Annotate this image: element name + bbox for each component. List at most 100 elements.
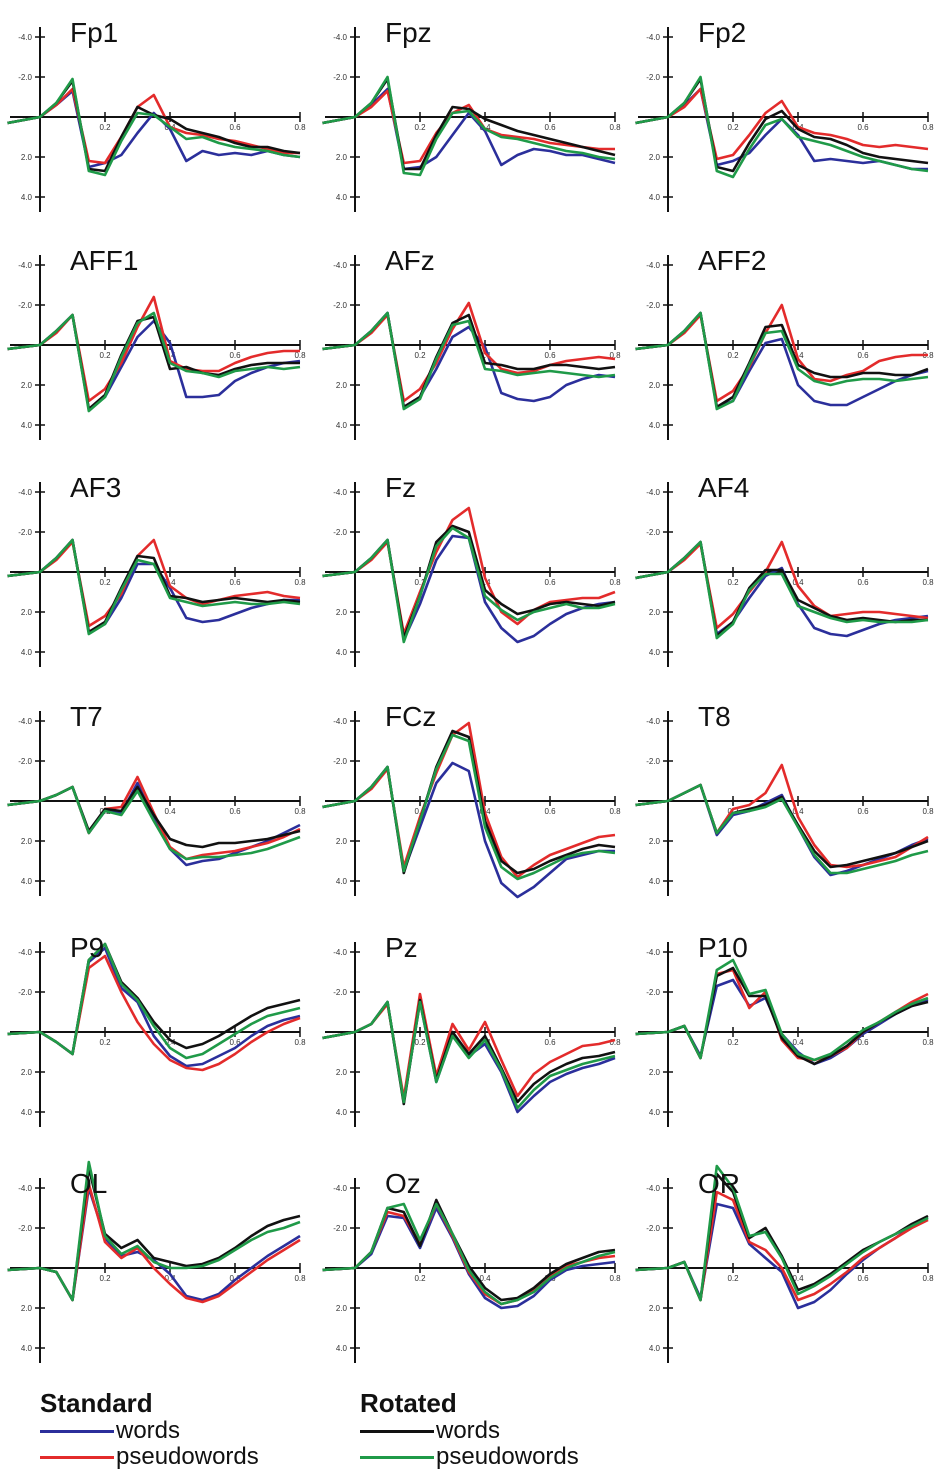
series-line-fz-1 (322, 506, 616, 636)
y-tick-label-p10: -4.0 (646, 948, 660, 957)
y-tick-label-pz: -4.0 (333, 948, 347, 957)
x-tick-label-p9: 0.2 (99, 1038, 111, 1047)
x-tick-label-p10: 0.6 (857, 1038, 869, 1047)
y-tick-label-aff2: -2.0 (646, 301, 660, 310)
y-tick-label-fpz: -2.0 (333, 73, 347, 82)
channel-label-aff1: AFF1 (70, 245, 138, 276)
legend-standard: Standard words pseudowords (40, 1388, 259, 1470)
x-tick-label-fp1: 0.6 (229, 123, 241, 132)
x-tick-label-ol: 0.8 (294, 1274, 306, 1283)
panel-af3: -4.0 -2.0 2.0 4.0 0.2 0.4 0.6 0.8 AF3 (7, 472, 306, 667)
y-tick-label-p10: 4.0 (649, 1108, 661, 1117)
panel-t8: -4.0 -2.0 2.0 4.0 0.2 0.4 0.6 0.8 T8 (635, 701, 934, 896)
series-line-fp1-3 (7, 77, 301, 177)
series-line-or-1 (635, 1190, 929, 1302)
series-line-fz-0 (322, 534, 616, 644)
y-tick-label-aff2: -4.0 (646, 261, 660, 270)
channel-label-aff2: AFF2 (698, 245, 766, 276)
y-tick-label-pz: -2.0 (333, 988, 347, 997)
x-tick-label-aff1: 0.4 (164, 351, 176, 360)
y-tick-label-afz: -4.0 (333, 261, 347, 270)
y-tick-label-p9: 2.0 (21, 1068, 33, 1077)
series-line-aff2-3 (635, 311, 929, 411)
y-tick-label-fp1: 2.0 (21, 153, 33, 162)
x-tick-label-fz: 0.6 (544, 578, 556, 587)
x-tick-label-aff1: 0.6 (229, 351, 241, 360)
y-tick-label-or: 4.0 (649, 1344, 661, 1353)
channel-label-pz: Pz (385, 932, 418, 963)
x-tick-label-p10: 0.4 (792, 1038, 804, 1047)
y-tick-label-fz: 4.0 (336, 648, 348, 657)
channel-label-or: OR (698, 1168, 740, 1199)
x-tick-label-t7: 0.4 (164, 807, 176, 816)
series-line-p10-0 (635, 978, 929, 1066)
y-tick-label-fcz: -2.0 (333, 757, 347, 766)
channel-label-fp1: Fp1 (70, 17, 118, 48)
series-line-or-3 (635, 1164, 929, 1302)
channel-label-p10: P10 (698, 932, 748, 963)
x-tick-label-fp1: 0.8 (294, 123, 306, 132)
legend-swatch-red (40, 1455, 114, 1459)
series-line-t8-2 (635, 783, 929, 869)
x-tick-label-af3: 0.6 (229, 578, 241, 587)
y-tick-label-fcz: 2.0 (336, 837, 348, 846)
y-tick-label-t7: 2.0 (21, 837, 33, 846)
series-line-p9-3 (7, 942, 301, 1060)
x-tick-label-fz: 0.8 (609, 578, 621, 587)
panel-p9: -4.0 -2.0 2.0 4.0 0.2 0.4 0.6 0.8 P9 (7, 932, 306, 1127)
x-tick-label-t7: 0.6 (229, 807, 241, 816)
series-line-oz-2 (322, 1198, 616, 1302)
y-tick-label-aff1: 4.0 (21, 421, 33, 430)
legend-rotated-words-label: words (436, 1417, 501, 1444)
legend-swatch-blue (40, 1429, 114, 1433)
x-tick-label-fz: 0.4 (479, 578, 491, 587)
channel-label-fp2: Fp2 (698, 17, 746, 48)
x-tick-label-p10: 0.2 (727, 1038, 739, 1047)
x-tick-label-af4: 0.2 (727, 578, 739, 587)
panel-p10: -4.0 -2.0 2.0 4.0 0.2 0.4 0.6 0.8 P10 (635, 932, 934, 1127)
y-tick-label-af3: 4.0 (21, 648, 33, 657)
x-tick-label-aff2: 0.6 (857, 351, 869, 360)
legend-swatch-black (360, 1429, 434, 1433)
y-tick-label-aff1: 2.0 (21, 381, 33, 390)
panel-aff1: -4.0 -2.0 2.0 4.0 0.2 0.4 0.6 0.8 AFF1 (7, 245, 306, 440)
y-tick-label-fp1: 4.0 (21, 193, 33, 202)
y-tick-label-fpz: 4.0 (336, 193, 348, 202)
series-line-fcz-3 (322, 733, 616, 881)
y-tick-label-p10: 2.0 (649, 1068, 661, 1077)
y-tick-label-fz: -4.0 (333, 488, 347, 497)
y-tick-label-ol: 4.0 (21, 1344, 33, 1353)
x-tick-label-afz: 0.8 (609, 351, 621, 360)
y-tick-label-af4: -4.0 (646, 488, 660, 497)
x-tick-label-p9: 0.4 (164, 1038, 176, 1047)
y-tick-label-fp2: -4.0 (646, 33, 660, 42)
y-tick-label-t8: 4.0 (649, 877, 661, 886)
x-tick-label-fcz: 0.8 (609, 807, 621, 816)
series-line-fp2-1 (635, 87, 929, 161)
y-tick-label-aff1: -2.0 (18, 301, 32, 310)
channel-label-p9: P9 (70, 932, 104, 963)
x-tick-label-oz: 0.4 (479, 1274, 491, 1283)
y-tick-label-ol: -2.0 (18, 1224, 32, 1233)
x-tick-label-af3: 0.2 (99, 578, 111, 587)
y-tick-label-t7: -4.0 (18, 717, 32, 726)
x-tick-label-fz: 0.2 (414, 578, 426, 587)
series-line-af3-1 (7, 538, 301, 628)
series-line-p10-3 (635, 958, 929, 1062)
series-line-fz-3 (322, 526, 616, 644)
y-tick-label-t8: 2.0 (649, 837, 661, 846)
panel-ol: -4.0-2.02.04.00.2 0.4 0.6 0.8OL (7, 1160, 306, 1363)
series-line-ol-0 (7, 1186, 301, 1302)
series-line-fp2-2 (635, 77, 929, 173)
x-tick-label-t8: 0.2 (727, 807, 739, 816)
y-tick-label-fpz: 2.0 (336, 153, 348, 162)
legend-rotated-words: words (360, 1417, 579, 1444)
panel-oz: -4.0-2.02.04.00.2 0.4 0.6 0.8Oz (322, 1168, 621, 1363)
y-tick-label-oz: -2.0 (333, 1224, 347, 1233)
y-tick-label-p10: -2.0 (646, 988, 660, 997)
series-line-aff2-1 (635, 303, 928, 403)
x-tick-label-t8: 0.4 (792, 807, 804, 816)
